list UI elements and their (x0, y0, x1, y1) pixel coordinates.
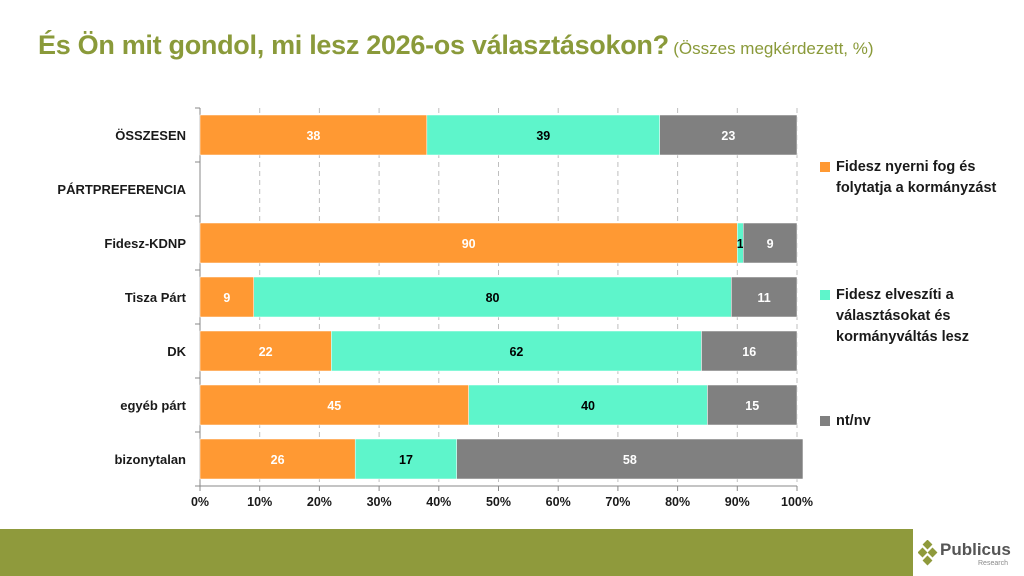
legend-swatch-teal (820, 290, 830, 300)
x-tick-label: 70% (605, 495, 630, 509)
footer-band (0, 529, 913, 576)
data-label: 90 (462, 237, 476, 251)
bar-segment (253, 276, 732, 318)
bar-segment (426, 114, 660, 156)
category-label: bizonytalan (114, 452, 186, 467)
legend-swatch-orange (820, 162, 830, 172)
x-tick-label: 50% (486, 495, 511, 509)
data-label: 17 (399, 453, 413, 467)
x-tick-label: 0% (191, 495, 209, 509)
data-label: 26 (271, 453, 285, 467)
data-label: 38 (306, 129, 320, 143)
data-label: 39 (536, 129, 550, 143)
title-main: És Ön mit gondol, mi lesz 2026-os válasz… (38, 30, 669, 60)
bar-segment (731, 276, 798, 318)
bar-segment (199, 330, 332, 372)
data-label: 58 (623, 453, 637, 467)
bar-segment (701, 330, 798, 372)
data-label: 80 (486, 291, 500, 305)
legend-label: nt/nv (836, 413, 871, 429)
data-label: 15 (745, 399, 759, 413)
category-label: Tisza Párt (125, 290, 187, 305)
category-label: DK (167, 344, 186, 359)
x-tick-label: 60% (546, 495, 571, 509)
category-label: ÖSSZESEN (115, 128, 186, 143)
x-tick-label: 40% (426, 495, 451, 509)
bar-segment (468, 384, 708, 426)
bar-segment (456, 438, 804, 480)
bar-segment (199, 114, 428, 156)
data-label: 9 (223, 291, 230, 305)
data-label: 40 (581, 399, 595, 413)
category-label: Fidesz-KDNP (104, 236, 186, 251)
x-tick-label: 30% (367, 495, 392, 509)
bar-segment (743, 222, 798, 264)
data-label: 62 (509, 345, 523, 359)
data-label: 1 (737, 237, 744, 251)
logo-name: Publicus (940, 540, 1011, 559)
legend-swatch-gray (820, 416, 830, 426)
data-label: 11 (758, 291, 771, 305)
legend-label: Fidesz elveszíti a választásokat és korm… (836, 287, 969, 345)
bar-segment (199, 222, 738, 264)
logo-tagline: Research (978, 560, 1008, 567)
data-label: 45 (327, 399, 341, 413)
slide-title: És Ön mit gondol, mi lesz 2026-os válasz… (38, 30, 874, 61)
x-tick-label: 20% (307, 495, 332, 509)
bar-segment (199, 384, 469, 426)
bar-segment (199, 438, 356, 480)
publicus-logo: Publicus Research (918, 538, 1024, 570)
category-label: egyéb párt (120, 398, 186, 413)
x-tick-label: 100% (781, 495, 813, 509)
logo-diamonds-icon (918, 540, 938, 566)
bar-segment (707, 384, 798, 426)
x-tick-label: 10% (247, 495, 272, 509)
data-label: 23 (721, 129, 735, 143)
legend-label: Fidesz nyerni fog és folytatja a kormány… (836, 159, 997, 196)
data-label: 9 (767, 237, 774, 251)
footer (0, 529, 1024, 576)
x-tick-label: 90% (725, 495, 750, 509)
title-subtitle: (Összes megkérdezett, %) (673, 39, 874, 58)
data-label: 22 (259, 345, 273, 359)
bar-segment (659, 114, 798, 156)
category-label: PÁRTPREFERENCIA (57, 182, 186, 197)
data-label: 16 (742, 345, 756, 359)
x-tick-label: 80% (665, 495, 690, 509)
